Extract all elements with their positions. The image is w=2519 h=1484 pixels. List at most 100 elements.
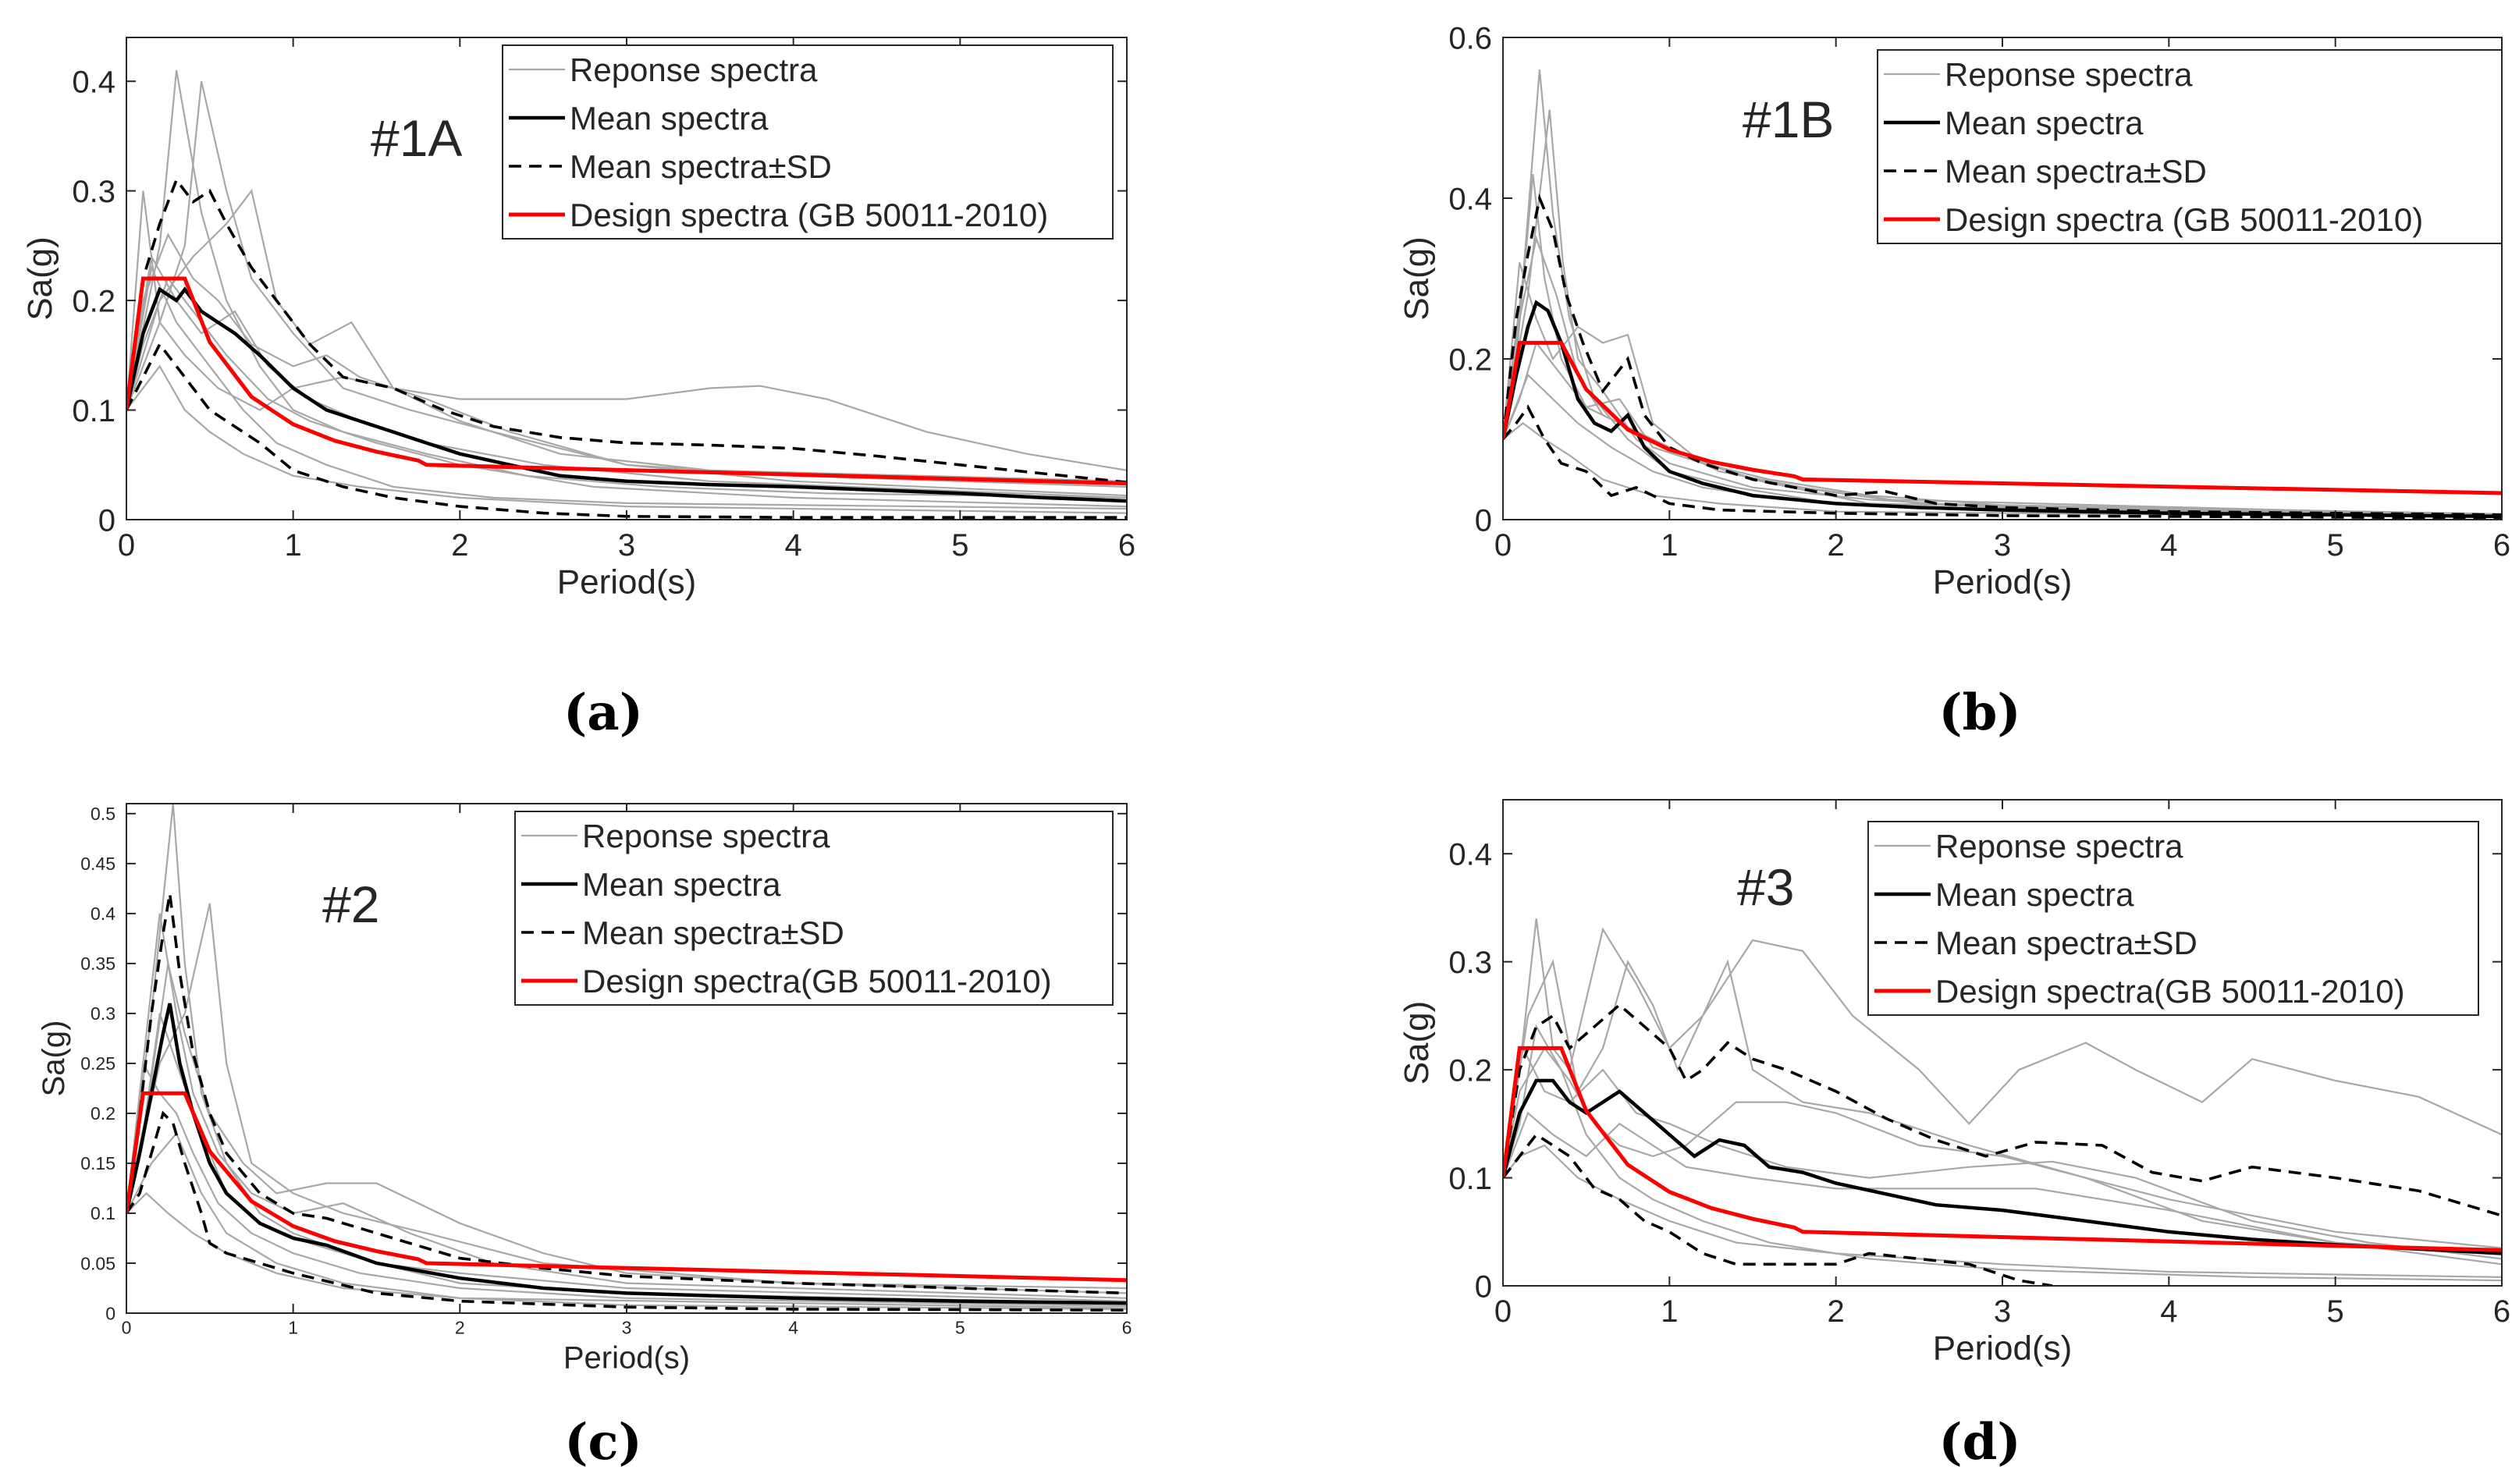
- panel-label: (c): [564, 1413, 642, 1472]
- x-tick-label: 0: [1494, 528, 1512, 563]
- mean-minus-sd-line: [126, 1110, 1127, 1312]
- response-spectrum-line-5: [126, 264, 1127, 510]
- y-tick-label: 0.1: [72, 394, 115, 428]
- legend-label-mean: Mean spectra: [570, 100, 769, 137]
- x-axis-label: Period(s): [557, 563, 697, 601]
- mean-minus-sd-line: [126, 341, 1127, 520]
- design-spectrum-line: [126, 276, 1127, 486]
- legend-label-mean: Mean spectra: [582, 866, 781, 903]
- y-tick-label: 0.2: [1448, 343, 1492, 377]
- response-spectrum-line-7: [126, 364, 1127, 514]
- x-tick-label: 4: [788, 1317, 798, 1337]
- legend-label-design: Design spectra (GB 50011-2010): [1945, 201, 2423, 238]
- x-tick-label: 1: [288, 1317, 298, 1337]
- response-spectrum-line-1: [126, 69, 1127, 499]
- y-tick-label: 0.45: [80, 854, 115, 874]
- response-spectrum-line-1: [1503, 918, 2502, 1178]
- legend-label-design: Design spectra (GB 50011-2010): [570, 197, 1048, 233]
- x-tick-label: 3: [1994, 528, 2011, 563]
- legend-label-sd: Mean spectra±SD: [1945, 153, 2207, 190]
- plot-area: [1503, 918, 2502, 1286]
- legend-label-response: Reponse spectra: [1945, 56, 2193, 93]
- y-tick-label: 0.6: [1448, 21, 1492, 55]
- x-tick-label: 3: [618, 528, 635, 563]
- y-tick-label: 0.15: [80, 1153, 115, 1173]
- y-tick-label: 0.25: [80, 1053, 115, 1074]
- x-axis-label: Period(s): [1933, 1329, 2073, 1367]
- response-spectrum-line-3: [126, 963, 1127, 1290]
- legend-label-mean: Mean spectra: [1945, 105, 2144, 141]
- x-tick-label: 2: [451, 528, 468, 563]
- y-tick-label: 0.2: [1448, 1054, 1492, 1088]
- panel-label: (b): [1938, 683, 2020, 742]
- chart-panel-2: 0 1 2 3 4 5 6 0 0.2 0.4 0.6 Period(s) Sa(g) #1B Repons…: [1398, 21, 2510, 742]
- y-tick-label: 0.4: [91, 904, 115, 924]
- y-axis-label: Sa(g): [37, 1021, 71, 1097]
- legend-box: [502, 44, 1114, 240]
- legend: Reponse spectra Mean spectra Mean spectra±…: [514, 811, 1114, 1006]
- legend-label-mean: Mean spectra: [1935, 876, 2134, 913]
- mean-spectrum-line: [1503, 1078, 2502, 1255]
- x-tick-label: 2: [1828, 528, 1845, 563]
- response-spectrum-line-8: [1503, 235, 2502, 516]
- response-spectrum-line-7: [126, 1191, 1127, 1309]
- x-tick-label: 5: [2327, 528, 2344, 563]
- y-axis-label: Sa(g): [21, 236, 59, 321]
- legend: Reponse spectra Mean spectra Mean spectra±…: [1877, 49, 2503, 244]
- mean-spectrum-line: [126, 1003, 1127, 1305]
- legend-label-design: Design spectra(GB 50011-2010): [582, 963, 1052, 999]
- response-spectrum-line-3: [1503, 262, 2502, 515]
- chart-panel-4: 0 1 2 3 4 5 6 0 0.1 0.2 0.3 0.4 Period(s) Sa(g) #3 Repo…: [1398, 799, 2510, 1472]
- x-tick-label: 5: [955, 1317, 965, 1337]
- legend-label-response: Reponse spectra: [1935, 828, 2183, 864]
- response-spectrum-line-8: [126, 233, 1127, 497]
- chart-panel-1: 0 1 2 3 4 5 6 0 0.1 0.2 0.3 0.4 Period(s) Sa(g) #1A Rep…: [21, 37, 1135, 742]
- x-tick-label: 0: [118, 528, 135, 563]
- response-spectrum-line-3: [126, 189, 1127, 471]
- mean-plus-sd-line: [1503, 1003, 2502, 1217]
- y-tick-label: 0.3: [91, 1003, 115, 1024]
- y-tick-label: 0.05: [80, 1253, 115, 1273]
- panel-label: (a): [563, 683, 643, 742]
- legend-label-response: Reponse spectra: [582, 818, 830, 854]
- legend-label-sd: Mean spectra±SD: [1935, 925, 2197, 961]
- x-tick-label: 1: [1661, 1294, 1678, 1329]
- mean-plus-sd-line: [126, 893, 1127, 1295]
- y-tick-label: 0.4: [1448, 182, 1492, 216]
- legend: Reponse spectra Mean spectra Mean spectra±…: [502, 44, 1114, 240]
- x-tick-label: 4: [2160, 528, 2177, 563]
- x-tick-label: 0: [1494, 1294, 1512, 1329]
- response-spectrum-line-4: [126, 1013, 1127, 1302]
- chart-annotation: #1A: [371, 109, 462, 167]
- y-tick-label: 0.4: [1448, 838, 1492, 872]
- y-tick-label: 0: [1475, 1269, 1492, 1304]
- y-axis-label: Sa(g): [1398, 1001, 1436, 1085]
- y-tick-label: 0.1: [91, 1203, 115, 1223]
- x-tick-label: 3: [1994, 1294, 2011, 1329]
- y-tick-label: 0.5: [91, 804, 115, 824]
- legend-label-response: Reponse spectra: [570, 51, 818, 88]
- x-axis-label: Period(s): [1933, 563, 2073, 601]
- design-spectrum-line: [1503, 1046, 2502, 1252]
- x-tick-label: 6: [1118, 528, 1135, 563]
- x-tick-label: 5: [951, 528, 968, 563]
- response-spectrum-line-4: [1503, 1024, 2502, 1282]
- response-spectrum-line-2: [1503, 959, 2502, 1255]
- chart-annotation: #3: [1737, 858, 1794, 916]
- plot-area: [126, 804, 1127, 1312]
- x-tick-label: 6: [1122, 1317, 1132, 1337]
- y-tick-label: 0.3: [72, 175, 115, 209]
- x-tick-label: 5: [2327, 1294, 2344, 1329]
- x-tick-label: 2: [455, 1317, 465, 1337]
- x-tick-label: 2: [1828, 1294, 1845, 1329]
- y-tick-label: 0.35: [80, 953, 115, 974]
- response-spectrum-line-3: [1503, 1046, 2502, 1249]
- y-tick-label: 0: [1475, 503, 1492, 538]
- design-spectrum-line: [126, 1091, 1127, 1283]
- y-tick-label: 0.3: [1448, 946, 1492, 980]
- y-tick-label: 0.1: [1448, 1162, 1492, 1196]
- y-tick-label: 0: [98, 503, 115, 538]
- legend: Reponse spectra Mean spectra Mean spectra±…: [1867, 821, 2479, 1016]
- response-spectrum-line-5: [126, 1131, 1127, 1310]
- x-tick-label: 3: [622, 1317, 632, 1337]
